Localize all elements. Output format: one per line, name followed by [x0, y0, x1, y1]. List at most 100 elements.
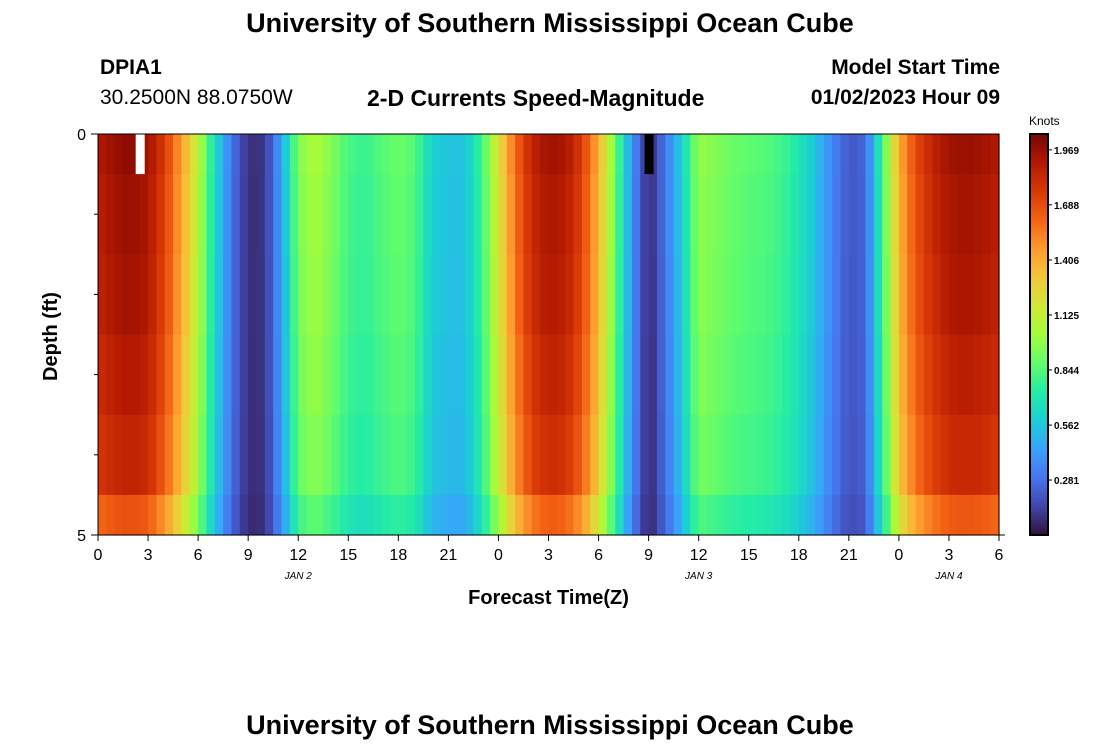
heatmap-cell: [181, 334, 191, 416]
heatmap-cell: [923, 414, 933, 496]
heatmap-cell: [748, 174, 758, 255]
heatmap-cell: [565, 134, 575, 175]
heatmap-cell: [882, 134, 892, 175]
heatmap-cell: [339, 174, 349, 255]
heatmap-cell: [306, 494, 316, 536]
heatmap-cell: [615, 494, 625, 536]
heatmap-cell: [531, 334, 541, 416]
heatmap-cell: [531, 494, 541, 536]
heatmap-cell: [139, 334, 149, 416]
heatmap-cell: [590, 254, 600, 336]
heatmap-cell: [423, 414, 433, 496]
heatmap-cell: [940, 494, 950, 536]
heatmap-cell: [673, 414, 683, 496]
x-tick-label: 18: [389, 547, 407, 564]
heatmap-cell: [656, 414, 666, 496]
heatmap-cell: [348, 254, 358, 336]
heatmap-cell: [606, 134, 616, 175]
heatmap-cell: [465, 174, 475, 255]
heatmap-cell: [982, 414, 992, 496]
heatmap-cell: [623, 334, 633, 416]
heatmap-cell: [840, 134, 850, 175]
heatmap-cell: [690, 254, 700, 336]
heatmap-cell: [198, 174, 208, 255]
heatmap-cell: [123, 334, 132, 416]
heatmap-cell: [314, 174, 324, 255]
heatmap-cell: [848, 134, 858, 175]
heatmap-cell: [648, 494, 658, 536]
heatmap-cell: [281, 134, 291, 175]
heatmap-cell: [965, 414, 975, 496]
heatmap-cell: [148, 174, 157, 255]
heatmap-cell: [807, 254, 817, 336]
heatmap-cell: [932, 174, 942, 255]
heatmap-cell: [273, 414, 283, 496]
heatmap-cell: [723, 334, 733, 416]
heatmap-cell: [807, 414, 817, 496]
heatmap-cell: [389, 494, 399, 536]
heatmap-cell: [815, 134, 825, 175]
heatmap-cell: [298, 414, 308, 496]
heatmap-cell: [665, 414, 675, 496]
x-axis-label: Forecast Time(Z): [468, 587, 629, 609]
heatmap-cell: [314, 254, 324, 336]
heatmap-cell: [640, 494, 650, 536]
heatmap-cell: [164, 334, 174, 416]
heatmap-cell: [389, 254, 399, 336]
heatmap-cell: [965, 334, 975, 416]
heatmap-cell: [231, 134, 241, 175]
heatmap-cell: [715, 334, 725, 416]
heatmap-cell: [148, 134, 157, 175]
heatmap-cell: [681, 174, 691, 255]
heatmap-cell: [239, 254, 249, 336]
heatmap-cell: [156, 414, 166, 496]
heatmap-cell: [114, 494, 124, 536]
heatmap-cell: [973, 494, 983, 536]
heatmap-cell: [440, 494, 449, 536]
date-label: JAN 2: [284, 571, 313, 582]
heatmap-cell: [98, 414, 107, 496]
colorbar-tick-label: 1.969: [1054, 146, 1079, 157]
heatmap-cell: [990, 174, 1000, 255]
heatmap-cell: [239, 414, 249, 496]
heatmap-cell: [873, 414, 883, 496]
heatmap-cell: [239, 334, 249, 416]
heatmap-cell: [98, 334, 107, 416]
heatmap-cell: [990, 134, 1000, 175]
heatmap-cell: [623, 494, 633, 536]
heatmap-cell: [590, 334, 600, 416]
x-tick-label: 9: [244, 547, 253, 564]
heatmap-cell: [356, 134, 366, 175]
heatmap-cell: [740, 254, 750, 336]
heatmap-cell: [456, 134, 466, 175]
heatmap-cell: [590, 494, 600, 536]
heatmap-cell: [982, 174, 992, 255]
colorbar-tick-label: 1.688: [1054, 201, 1079, 212]
heatmap-cell: [214, 254, 224, 336]
heatmap-cell: [431, 174, 441, 255]
heatmap-cell: [773, 414, 783, 496]
heatmap-cell: [156, 254, 166, 336]
heatmap-cell: [598, 414, 608, 496]
heatmap-cell: [498, 134, 508, 175]
colorbar-title: Knots: [1029, 114, 1060, 128]
heatmap-cell: [606, 334, 616, 416]
heatmap-cell: [631, 254, 641, 336]
heatmap-cell: [256, 334, 266, 416]
heatmap-cell: [723, 134, 733, 175]
heatmap-marker: [135, 134, 145, 175]
heatmap-cell: [765, 334, 775, 416]
heatmap-cell: [798, 494, 808, 536]
heatmap-cell: [389, 174, 399, 255]
heatmap-cell: [173, 134, 183, 175]
model-start-time: 01/02/2023 Hour 09: [810, 86, 1000, 109]
heatmap-cell: [940, 134, 950, 175]
heatmap-cell: [948, 494, 958, 536]
heatmap-cell: [948, 134, 958, 175]
heatmap-cell: [298, 334, 308, 416]
heatmap-cell: [498, 414, 508, 496]
heatmap-cell: [406, 494, 416, 536]
heatmap-cell: [339, 334, 349, 416]
heatmap-cell: [423, 254, 433, 336]
heatmap-cell: [973, 334, 983, 416]
